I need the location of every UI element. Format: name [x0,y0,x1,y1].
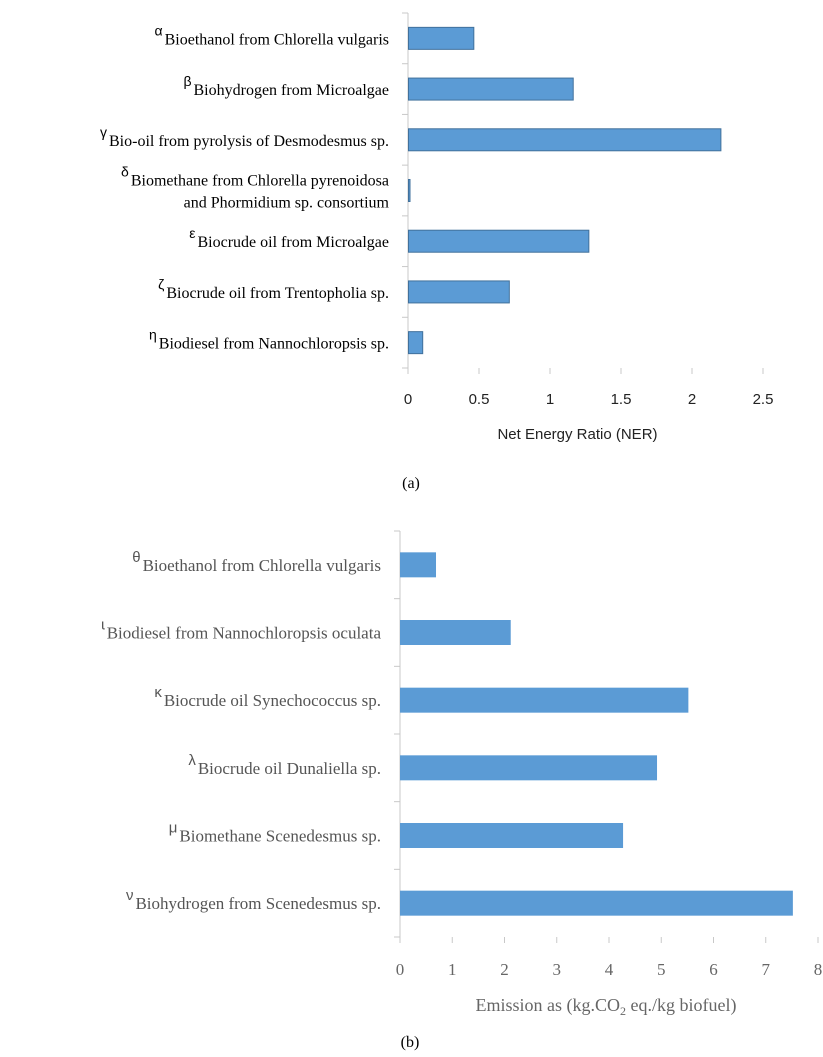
bar-3 [400,687,689,713]
bar-5 [400,823,624,848]
category-label: Biocrude oil Dunaliella sp. [198,759,381,778]
x-tick-label: 1 [448,960,457,979]
panel-a-caption: (a) [402,475,420,492]
x-axis-title: Emission as (kg.CO2​ eq./kg biofuel) [476,995,737,1018]
category-label: Biomethane from Chlorella pyrenoidosa [131,173,389,190]
category-marker: θ [132,549,140,566]
x-axis-title: Net Energy Ratio (NER) [497,426,657,443]
bar-1 [408,26,475,50]
category-label: and Phormidium sp. consortium [184,195,390,212]
category-marker: β [183,73,191,89]
x-tick-label: 2 [688,391,696,408]
category-label: Biodiesel from Nannochloropsis sp. [159,336,389,353]
category-marker: ɩ [101,617,105,634]
x-tick-label: 4 [605,960,614,979]
x-tick-label: 6 [709,960,718,979]
category-marker: η [149,327,157,343]
chart-panel-a: 0 0.5 1 1.5 2 2.5 Net Energy Ratio (NER) Bioeth… [100,12,774,443]
panel-b-caption: (b) [401,1034,420,1051]
bar-6 [408,280,510,304]
category-label: Bioethanol from Chlorella vulgaris [143,556,381,575]
x-tick-label: 7 [762,960,771,979]
x-tick-label: 2 [500,960,509,979]
category-marker: ζ [158,276,164,292]
x-tick-label: 0 [396,960,405,979]
bar-4 [408,179,411,202]
category-label: Biomethane Scenedesmus sp. [179,827,381,846]
bar-4 [400,755,658,781]
category-marker: κ [154,684,162,701]
category-marker: μ [169,820,178,837]
category-marker: δ [121,164,129,180]
bar-1 [400,552,437,578]
bar-7 [408,331,424,355]
x-tick-label: 8 [814,960,823,979]
bar-5 [408,229,590,253]
category-label: Biocrude oil from Microalgae [198,234,390,251]
category-label: Bio-oil from pyrolysis of Desmodesmus sp… [109,133,389,150]
bar-2 [400,620,511,645]
category-label: Biohydrogen from Microalgae [194,82,390,99]
category-marker: α [155,22,163,38]
category-marker: γ [100,124,107,140]
bar-6 [400,890,793,916]
bar-3 [408,128,722,152]
category-label: Biohydrogen from Scenedesmus sp. [135,894,381,913]
category-marker: ε [189,225,195,241]
category-marker: λ [188,752,196,769]
category-label: Biocrude oil from Trentopholia sp. [166,285,389,302]
x-tick-label: 2.5 [753,391,774,408]
x-tick-label: 0 [404,391,412,408]
x-tick-label: 1.5 [611,391,632,408]
category-label: Bioethanol from Chlorella vulgaris [165,31,389,48]
x-tick-label: 1 [546,391,554,408]
bar-2 [408,77,574,101]
category-marker: ν [126,887,134,904]
chart-panel-b: 0 1 2 3 4 5 6 7 8 Emission as (kg.CO2​ eq./kg bio… [101,530,823,1018]
x-tick-label: 5 [657,960,666,979]
category-label: Biocrude oil Synechococcus sp. [164,691,381,710]
x-tick-label: 0.5 [469,391,490,408]
x-tick-label: 3 [553,960,562,979]
category-label: Biodiesel from Nannochloropsis oculata [107,624,382,643]
